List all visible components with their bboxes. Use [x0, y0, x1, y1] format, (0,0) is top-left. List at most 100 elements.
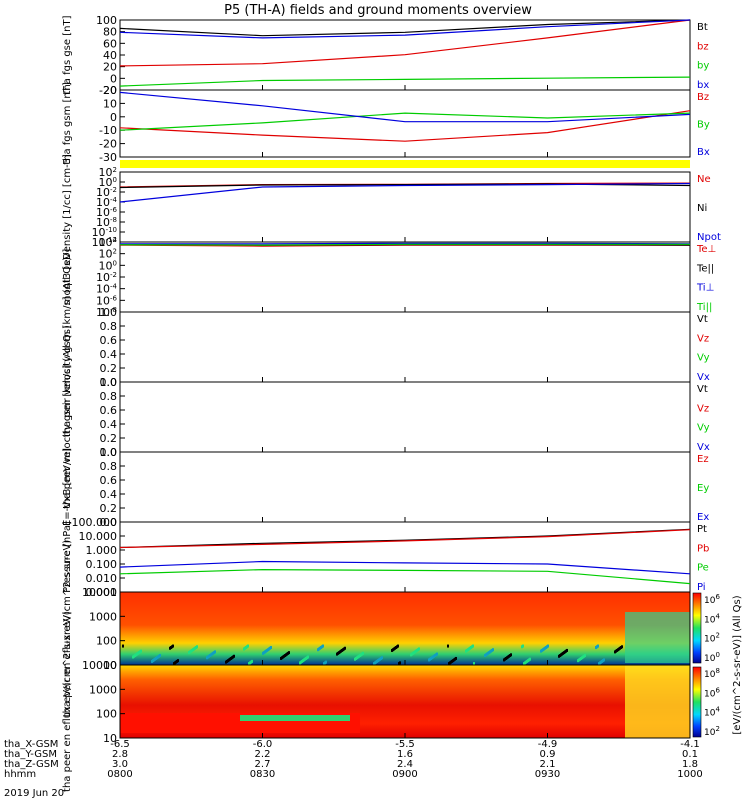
- legend-label: Ne: [697, 174, 711, 185]
- spectrogram-cell: [317, 648, 319, 652]
- y-axis-label: tha peir en eflux eV/(cm^2-s-sr-eV): [62, 540, 73, 718]
- y-tick-label: 40: [103, 49, 117, 62]
- spectrogram-cell: [122, 644, 124, 648]
- series-line-Ti⊥: [120, 242, 691, 245]
- series-line-Bx: [119, 91, 691, 123]
- y-axis-label: tha peer velocity gsm [km/s] (All Qs): [62, 325, 73, 509]
- legend-label: bx: [697, 80, 709, 91]
- y-tick-label: 0.0: [100, 446, 118, 459]
- y-tick-label: 0.8: [100, 320, 118, 333]
- legend-label: bz: [697, 41, 709, 52]
- series-line-Pt: [119, 528, 691, 549]
- y-tick-label: 0.2: [100, 432, 118, 445]
- x-axis-row-label: hhmm: [4, 769, 36, 780]
- x-axis-value: -6.0: [253, 739, 273, 750]
- x-axis-value: 0930: [535, 769, 560, 780]
- y-tick-label: 0.2: [100, 502, 118, 515]
- spectrogram-region: [625, 665, 690, 738]
- legend-label: Vy: [697, 423, 710, 434]
- spectrogram-cell: [262, 651, 264, 655]
- y-tick-label: 10000: [82, 659, 117, 672]
- legend-label: Vz: [697, 403, 709, 414]
- x-axis-value: 0900: [392, 769, 417, 780]
- spectrogram-cell: [410, 653, 412, 657]
- colorbar-tick-label: 102: [704, 632, 720, 645]
- spectrogram-cell: [173, 662, 175, 666]
- y-tick-label: 10: [103, 659, 117, 672]
- y-tick-label: 0.4: [100, 348, 118, 361]
- y-tick-label: 0.4: [100, 488, 118, 501]
- spectrogram-cell: [595, 646, 597, 650]
- spectrogram-region: [240, 715, 350, 721]
- y-tick-label: 0.0: [100, 516, 118, 529]
- panel-frame: [119, 171, 691, 243]
- spectrogram-cell: [132, 655, 134, 659]
- spectrogram-cell: [169, 646, 171, 650]
- spectrogram-cell: [598, 662, 600, 666]
- x-axis-row-label: tha_Y-GSM: [4, 749, 57, 760]
- legend-label: Ni: [697, 203, 707, 214]
- legend-label: Ti||: [696, 302, 712, 313]
- y-tick-label: 1.0: [100, 306, 118, 319]
- x-axis-row-label: tha_Z-GSM: [4, 759, 59, 770]
- x-axis-value: 2.2: [255, 749, 271, 760]
- y-tick-label: 20: [103, 84, 117, 97]
- legend-label: Te||: [696, 263, 714, 274]
- legend-label: by: [697, 61, 709, 72]
- y-tick-label: 1.0: [100, 376, 118, 389]
- series-line-by: [119, 76, 691, 87]
- spectrogram-cell: [188, 651, 190, 655]
- series-line-Pe: [119, 568, 691, 585]
- y-tick-label: 100: [99, 176, 117, 189]
- panel-frame: [119, 311, 691, 383]
- spectrogram-cell: [428, 658, 430, 662]
- x-axis-value: -4.1: [680, 739, 700, 750]
- y-tick-label: 1.000: [86, 544, 118, 557]
- spectrogram-cell: [577, 659, 579, 663]
- y-tick-label: 100: [96, 14, 117, 27]
- x-axis-value: 0830: [250, 769, 275, 780]
- legend-label: By: [697, 120, 710, 131]
- y-axis-label: tha peir velocity gsm [km/s] (All Qs): [62, 257, 73, 438]
- colorbar-label: [eV/(cm^2-s-sr-eV)] (All Qs): [732, 595, 743, 734]
- spectrogram-cell: [447, 644, 449, 648]
- y-tick-label: 0.4: [100, 418, 118, 431]
- y-tick-label: 10000: [82, 586, 117, 599]
- x-axis-value: 0800: [107, 769, 132, 780]
- spectrogram-cell: [503, 658, 505, 662]
- y-axis-label: moqt3 [eV]: [62, 249, 73, 306]
- legend-label: Vt: [697, 314, 708, 325]
- legend-label: Vx: [697, 442, 710, 453]
- spectrogram: [120, 592, 690, 665]
- spectrogram-cell: [299, 661, 301, 665]
- spectrogram-cell: [540, 649, 542, 653]
- colorbar: 106 104 102 100 108 106 104 102 [eV/(cm^2-s-sr-…: [692, 592, 743, 738]
- y-tick-label: -30: [99, 151, 117, 164]
- series-line-Bz: [119, 110, 691, 142]
- colorbar-tick-label: 108: [704, 667, 720, 680]
- y-tick-label: 1000: [89, 683, 117, 696]
- y-tick-label: 0.100: [86, 558, 118, 571]
- date-label: 2019 Jun 20: [4, 788, 64, 799]
- y-axis-label: E=-VxB [mV/m]: [62, 448, 73, 526]
- spectrogram-cell: [614, 650, 616, 654]
- x-axis-value: -6.5: [110, 739, 130, 750]
- colorbar-tick-label: 100: [704, 651, 720, 664]
- y-axis-label: tha peer en eflux eV/(cm^2-s-sr-eV): [62, 611, 73, 792]
- spectrogram-cell: [523, 662, 525, 666]
- y-axis-label: tha fgs gsm [nT]: [62, 82, 73, 165]
- colorbar-tick-label: 106: [704, 593, 720, 606]
- spectrogram-cell: [248, 662, 250, 666]
- panel-10: 10000 1000 100 10 tha peer en eflux eV/(cm^2…: [62, 611, 691, 792]
- figure-title: P5 (TH-A) fields and ground moments over…: [224, 3, 532, 18]
- series-line-Npot: [119, 182, 691, 203]
- y-tick-label: 0.2: [100, 362, 118, 375]
- series-line-bx: [119, 19, 691, 39]
- y-tick-label: 0.0: [100, 376, 118, 389]
